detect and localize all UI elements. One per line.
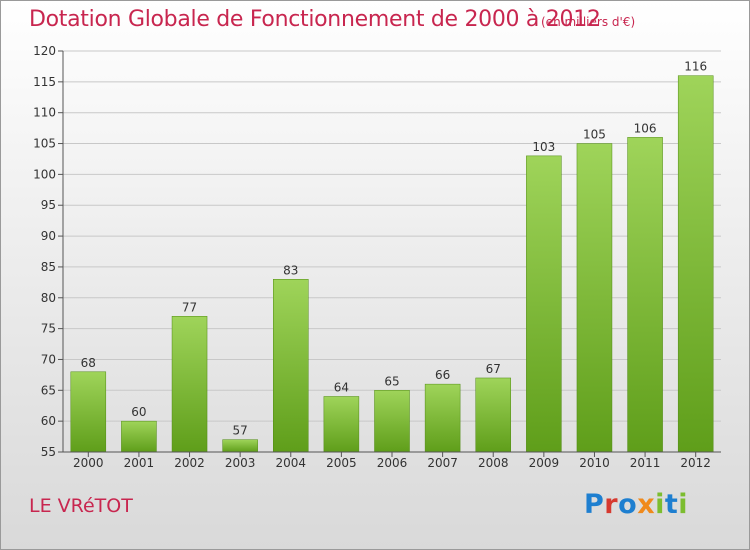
x-tick-label: 2006 <box>377 456 408 470</box>
logo-letter: o <box>618 489 638 520</box>
x-tick-label: 2009 <box>529 456 560 470</box>
bar <box>171 316 208 453</box>
logo-letter: x <box>637 489 656 520</box>
y-tick-label: 90 <box>41 229 56 243</box>
y-tick-label: 85 <box>41 260 56 274</box>
bar <box>273 279 309 453</box>
bar-value-label: 67 <box>486 362 501 376</box>
x-tick-label: 2001 <box>124 456 155 470</box>
bar <box>424 383 461 453</box>
chart-subtitle: (en milliers d'€) <box>541 15 636 29</box>
y-tick-label: 120 <box>33 44 56 58</box>
bar-value-label: 77 <box>182 300 197 314</box>
bar <box>222 439 258 453</box>
labels: 55 60 65 70 75 80 85 90 95 100 105 110 115 120 68 2000 6… <box>33 44 711 470</box>
bar-value-label: 105 <box>583 128 606 142</box>
logo-letter: i <box>655 489 665 520</box>
bar-value-label: 116 <box>684 60 707 74</box>
bar-value-label: 64 <box>334 380 349 394</box>
y-tick-label: 65 <box>41 383 56 397</box>
bar-value-label: 83 <box>283 263 298 277</box>
y-tick-label: 110 <box>33 106 56 120</box>
logo-letter: r <box>604 489 619 520</box>
x-tick-label: 2002 <box>174 456 205 470</box>
bars <box>70 75 714 453</box>
bar <box>526 155 562 453</box>
gridlines <box>63 50 721 422</box>
x-tick-label: 2011 <box>630 456 661 470</box>
y-tick-label: 60 <box>41 414 56 428</box>
bar <box>323 396 360 453</box>
logo-letter: t <box>664 489 679 520</box>
y-tick-label: 115 <box>33 75 56 89</box>
bar <box>627 137 663 453</box>
bar <box>70 371 107 453</box>
x-tick-label: 2000 <box>73 456 104 470</box>
bar <box>576 143 613 453</box>
bar-value-label: 65 <box>384 374 399 388</box>
y-tick-label: 80 <box>41 291 56 305</box>
bar <box>475 377 511 453</box>
x-tick-label: 2012 <box>680 456 711 470</box>
logo-letter: i <box>678 489 689 520</box>
bar <box>677 75 714 453</box>
bar-value-label: 57 <box>233 424 248 438</box>
chart-title: Dotation Globale de Fonctionnement de 20… <box>29 7 601 32</box>
y-tick-label: 100 <box>33 167 56 181</box>
x-tick-label: 2010 <box>579 456 610 470</box>
x-tick-label: 2003 <box>225 456 256 470</box>
bar-value-label: 106 <box>634 121 657 135</box>
bar-value-label: 66 <box>435 368 450 382</box>
axes <box>58 50 721 457</box>
y-tick-label: 95 <box>41 198 56 212</box>
commune-name: LE VRéTOT <box>29 495 133 517</box>
y-tick-label: 55 <box>41 445 56 459</box>
bar <box>374 390 410 453</box>
bar-value-label: 103 <box>532 140 555 154</box>
y-tick-label: 70 <box>41 352 56 366</box>
x-tick-label: 2008 <box>478 456 509 470</box>
bar-value-label: 68 <box>81 356 96 370</box>
logo-letter: P <box>584 489 605 520</box>
x-tick-label: 2004 <box>275 456 306 470</box>
bar-value-label: 60 <box>131 405 146 419</box>
y-tick-label: 75 <box>41 322 56 336</box>
proxiti-logo[interactable]: Proxiti <box>584 489 688 520</box>
bar <box>121 420 157 453</box>
x-tick-label: 2005 <box>326 456 357 470</box>
y-tick-label: 105 <box>33 137 56 151</box>
x-tick-label: 2007 <box>427 456 458 470</box>
